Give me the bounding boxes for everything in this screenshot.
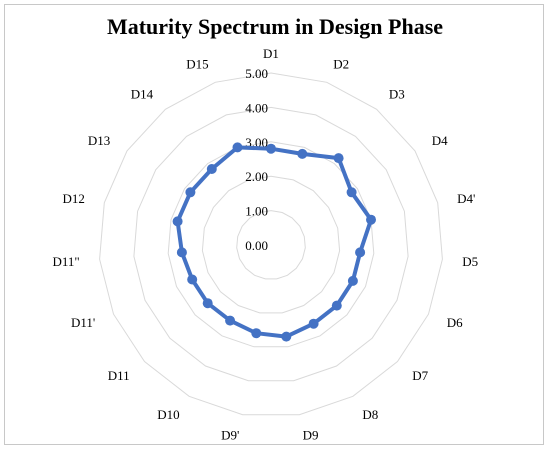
category-label: D9'	[221, 427, 239, 442]
data-point	[266, 143, 276, 154]
data-point	[206, 164, 217, 174]
category-label: D4'	[457, 191, 475, 206]
category-label: D14	[131, 87, 154, 102]
category-label: D12	[63, 191, 85, 206]
category-label: D1	[263, 46, 279, 61]
data-point	[297, 148, 308, 159]
category-labels: D1 D2 D3 D4 D4' D5 D6 D7 D8 D9 D9' D10 D11 D11' D11" D1…	[52, 46, 478, 442]
category-label: D13	[88, 133, 110, 148]
category-label: D11"	[52, 254, 79, 269]
tick-label: 4.00	[245, 100, 268, 115]
category-label: D8	[362, 407, 378, 422]
tick-label: 0.00	[245, 238, 268, 253]
data-point	[346, 187, 357, 198]
category-label: D2	[333, 56, 349, 71]
category-label: D7	[412, 368, 428, 383]
chart-title: Maturity Spectrum in Design Phase	[106, 14, 444, 39]
category-label: D11'	[71, 315, 95, 330]
data-point	[251, 328, 262, 339]
category-label: D15	[186, 56, 208, 71]
series-line	[175, 145, 373, 339]
category-label: D9	[303, 427, 319, 442]
category-label: D10	[157, 407, 179, 422]
data-point	[281, 331, 292, 342]
data-point	[333, 153, 344, 164]
category-label: D11	[108, 368, 130, 383]
data-point	[185, 187, 196, 198]
category-label: D4	[432, 133, 448, 148]
data-point	[355, 247, 366, 258]
data-point	[202, 298, 213, 309]
data-point	[225, 315, 236, 326]
grid-ring	[99, 72, 443, 416]
data-point	[331, 300, 342, 311]
tick-label: 2.00	[245, 169, 268, 184]
data-point	[176, 247, 187, 258]
data-point	[187, 274, 198, 285]
grid-ring	[133, 106, 409, 382]
category-label: D3	[389, 87, 405, 102]
data-point	[347, 275, 358, 286]
tick-label: 1.00	[245, 204, 268, 219]
radar-grid	[99, 72, 443, 416]
data-point	[366, 214, 376, 225]
category-label: D6	[447, 315, 463, 330]
tick-label: 5.00	[245, 66, 268, 81]
grid-ring	[167, 141, 375, 348]
category-label: D5	[462, 254, 478, 269]
series-layer	[172, 142, 376, 342]
data-point	[172, 216, 183, 227]
radial-tick-labels: 0.001.002.003.004.005.00	[245, 66, 268, 253]
data-point	[308, 318, 319, 329]
grid-ring	[201, 175, 341, 314]
grid-ring	[236, 210, 306, 280]
chart-frame	[4, 4, 544, 445]
data-point	[232, 142, 243, 153]
